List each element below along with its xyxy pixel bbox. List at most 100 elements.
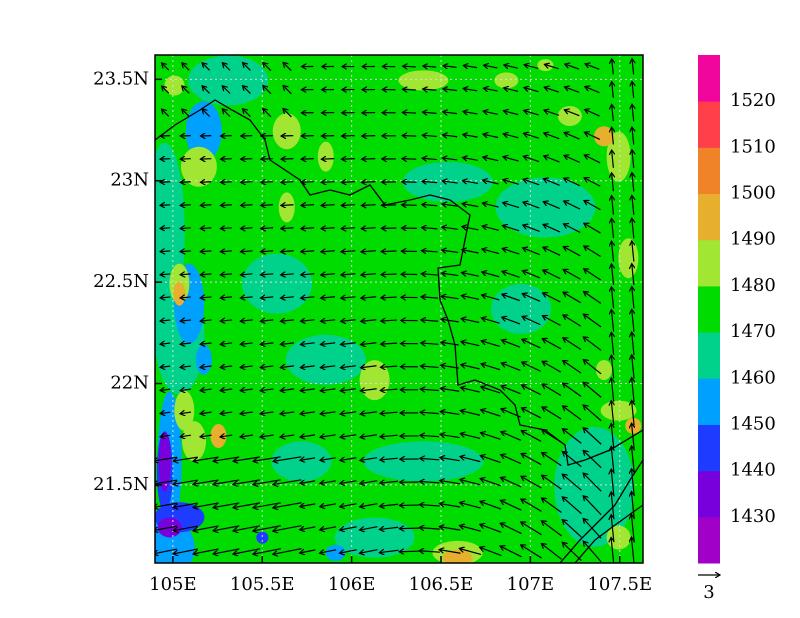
wind-vector [160,274,171,275]
wind-vector [300,412,315,414]
wind-vector [632,218,634,239]
wind-vector [341,274,356,275]
wind-vector [501,455,522,465]
wind-vector [440,504,461,508]
wind-vector [500,523,522,535]
wind-vector [463,158,478,161]
wind-vector [440,411,460,414]
wind-vector [213,548,240,554]
x-tick-label: 105.5E [230,574,295,595]
wind-vector [280,435,295,437]
wind-vector [193,502,219,508]
wind-vector [160,389,171,390]
wind-vector [281,182,294,183]
wind-vector [461,388,480,393]
wind-vector [240,435,254,437]
wind-vector [220,435,233,437]
wind-vector [419,505,440,506]
wind-vector [563,361,582,374]
wind-vector [562,474,582,491]
wind-vector [340,389,357,391]
wind-vector [361,297,377,298]
wind-vector [563,269,581,280]
wind-vector [340,435,357,437]
wind-vector [182,63,190,71]
wind-vector [542,453,562,467]
wind-vector [381,297,397,298]
wind-vector [301,182,314,183]
contour-patch [494,72,519,89]
wind-vector [162,109,170,117]
wind-vector [481,387,501,394]
wind-vector [321,182,335,183]
wind-vector [160,205,171,206]
wind-vector [564,178,581,187]
wind-vector [155,548,178,554]
wind-vector [220,297,233,298]
wind-vector [253,479,281,485]
reference-vector-label: 3 [703,582,714,603]
colorbar-box [698,101,720,148]
contour-patch [618,238,639,279]
wind-vector [340,412,357,414]
wind-vector [632,400,635,426]
wind-vector [583,450,602,469]
wind-vector [585,109,600,117]
wind-vector [200,435,212,437]
contour-patch [242,253,312,314]
wind-vector [320,481,336,484]
wind-vector [260,412,274,414]
wind-vector [180,412,192,414]
wind-vector [459,548,482,555]
wind-vector [502,294,520,302]
wind-vector [240,366,253,368]
wind-vector [500,500,522,511]
contour-patch [593,126,614,147]
wind-vector [542,407,562,420]
wind-vector [522,316,541,326]
colorbar-box [698,285,720,333]
y-tick-label: 21.5N [93,474,149,495]
wind-vector [611,401,613,426]
wind-vector [320,527,337,530]
wind-vector [611,446,614,472]
wind-vector [439,527,461,531]
wind-vector [242,109,251,118]
wind-vector [544,110,560,116]
wind-vector [320,504,336,507]
wind-vector [502,317,521,325]
wind-vector [632,81,634,98]
wind-vector [301,159,314,160]
wind-vector [583,337,602,351]
wind-vector [402,136,417,137]
wind-vector [202,63,211,71]
wind-vector [180,343,191,344]
wind-vector [583,496,602,516]
wind-vector [301,205,315,206]
wind-vector [361,343,377,345]
wind-vector [583,405,602,422]
wind-vector [543,224,561,233]
wind-vector [193,525,219,531]
wind-vector [173,525,198,531]
wind-vector [419,528,440,529]
wind-vector [220,228,232,229]
wind-vector [521,431,542,442]
wind-vector [341,205,356,206]
wind-vector [562,497,582,515]
wind-vector [403,66,416,67]
wind-vector [521,499,542,512]
wind-vector [583,473,602,492]
wind-vector [611,537,614,563]
wind-vector [361,274,377,275]
contour-patch [278,192,295,223]
wind-vector [222,86,231,94]
wind-vector [280,389,295,391]
wind-vector [521,408,542,419]
wind-vector [233,502,261,508]
wind-vector [501,386,521,395]
wind-vector [421,343,439,344]
wind-vector [522,294,541,302]
wind-vector [320,435,336,437]
